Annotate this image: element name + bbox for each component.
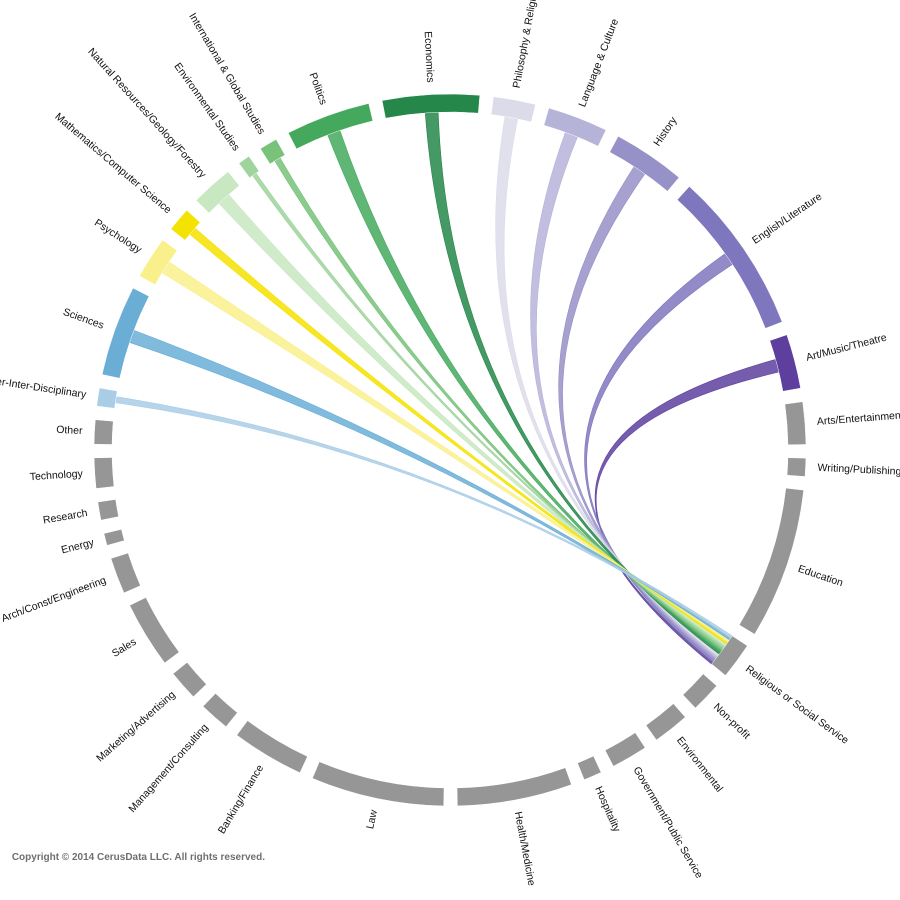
segment-label-art-music-theatre: Art/Music/Theatre	[805, 331, 888, 363]
segment-religious-or-social-service	[711, 635, 748, 676]
segment-label-non-profit: Non-profit	[711, 701, 753, 742]
segment-label-research: Research	[42, 507, 88, 527]
segment-international-global-studies	[260, 138, 286, 165]
chord-history	[558, 166, 717, 661]
chord-ribbons	[114, 111, 780, 665]
segment-label-english-literature: English/Literature	[750, 191, 824, 247]
segment-education	[738, 487, 805, 635]
segment-sciences	[101, 287, 150, 379]
segment-economics	[381, 93, 481, 119]
segment-english-literature	[676, 186, 783, 329]
segment-government-public-service	[604, 732, 646, 767]
segment-technology	[93, 457, 115, 489]
segment-sales	[129, 597, 180, 664]
segment-research	[97, 499, 119, 521]
segment-label-marketing-advertising: Marketing/Advertising	[94, 689, 178, 765]
segment-label-education: Education	[796, 563, 844, 589]
segment-energy	[103, 528, 125, 546]
chord-economics	[424, 111, 722, 655]
copyright-notice: Copyright © 2014 CerusData LLC. All righ…	[11, 852, 265, 863]
segment-history	[609, 135, 680, 192]
segment-label-health-medicine: Health/Medicine	[512, 811, 538, 887]
segment-label-other-inter-disciplinary: Other-Inter-Disciplinary	[0, 373, 88, 401]
segment-art-music-theatre	[769, 334, 801, 392]
segment-law	[312, 761, 445, 807]
segment-label-philosophy-religion: Philosophy & Religion	[511, 0, 541, 89]
segment-environmental-studies	[238, 155, 260, 179]
segment-psychology	[139, 239, 178, 286]
segment-label-international-global-studies: International & Global Studies	[186, 11, 267, 137]
segment-label-hospitality: Hospitality	[592, 785, 623, 835]
segment-banking-finance	[236, 720, 308, 774]
segment-label-language-culture: Language & Culture	[576, 17, 621, 109]
chord-segments	[93, 93, 807, 807]
segment-label-law: Law	[364, 808, 380, 830]
segment-environmental	[645, 703, 686, 741]
chord-natural-resources-geology-forestry	[218, 194, 728, 647]
segment-arch-const-engineering	[110, 552, 141, 594]
segment-label-sales: Sales	[110, 636, 139, 660]
segment-label-religious-or-social-service: Religious or Social Service	[743, 663, 851, 747]
segment-health-medicine	[456, 767, 572, 807]
segment-label-arts-entertainment: Arts/Entertainment	[816, 409, 900, 428]
segment-label-technology: Technology	[29, 468, 84, 483]
segment-philosophy-religion	[490, 96, 536, 123]
segment-language-culture	[543, 107, 607, 147]
segment-label-government-public-service: Government/Public Service	[631, 765, 706, 881]
segment-label-arch-const-engineering: Arch/Const/Engineering	[0, 574, 108, 624]
segment-hospitality	[577, 755, 602, 781]
segment-non-profit	[682, 673, 718, 709]
segment-marketing-advertising	[172, 662, 207, 698]
segment-label-energy: Energy	[60, 536, 96, 556]
segment-arts-entertainment	[784, 401, 807, 446]
segment-label-sciences: Sciences	[61, 306, 105, 332]
segment-other-inter-disciplinary	[96, 387, 118, 409]
segment-label-environmental: Environmental	[674, 735, 725, 795]
chord-psychology	[161, 261, 730, 643]
segment-label-politics: Politics	[307, 71, 330, 106]
segment-label-writing-publishing: Writing/Publishing	[817, 462, 900, 478]
segment-politics	[287, 103, 374, 150]
segment-writing-publishing	[786, 457, 807, 477]
segment-management-consulting	[202, 693, 238, 728]
segment-label-economics: Economics	[422, 31, 437, 83]
segment-mathematics-computer-science	[170, 209, 201, 241]
segment-label-management-consulting: Management/Consulting	[126, 722, 210, 815]
segment-label-history: History	[651, 114, 680, 148]
segment-label-psychology: Psychology	[92, 217, 144, 257]
segment-other	[93, 419, 114, 445]
segment-label-other: Other	[56, 424, 83, 437]
segment-natural-resources-geology-forestry	[195, 171, 240, 214]
segment-label-banking-finance: Banking/Finance	[216, 763, 267, 836]
